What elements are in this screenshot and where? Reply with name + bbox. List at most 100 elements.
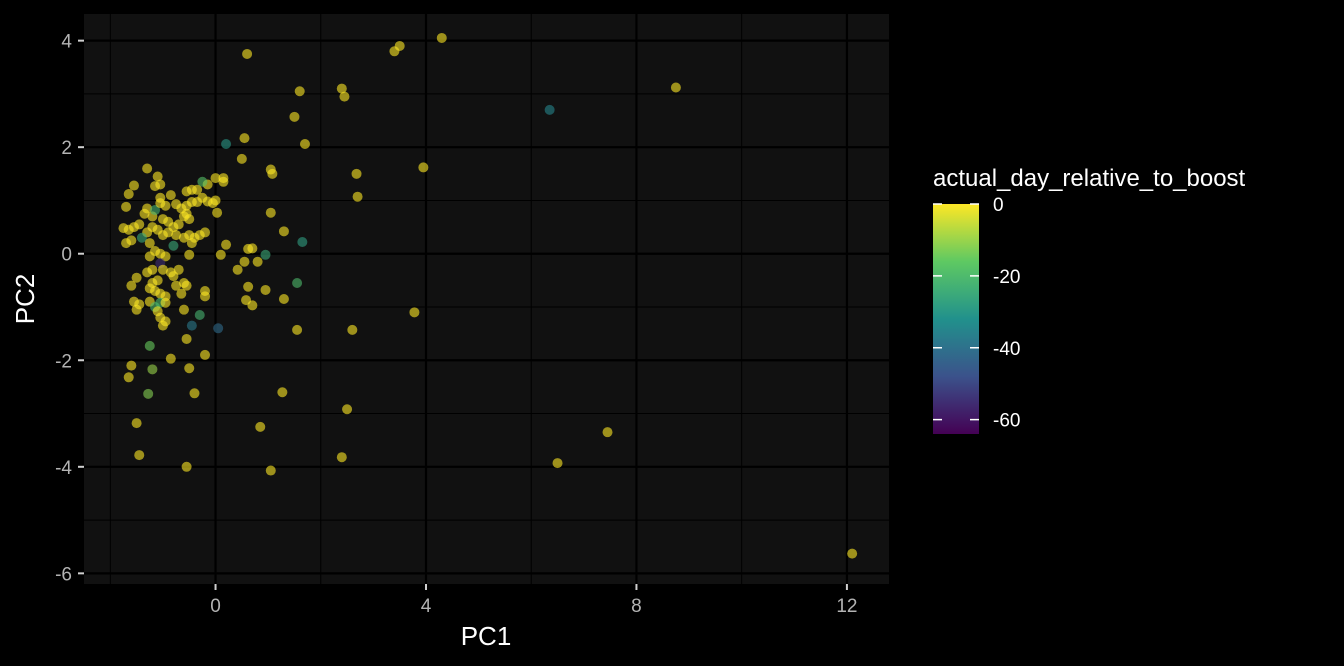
data-point [160,297,171,308]
colorbar-ticks: 0 -20 -40 -60 [933,195,1020,432]
plot-panel [84,14,889,584]
data-point [342,404,353,415]
data-point [147,364,158,375]
data-point [128,180,139,191]
data-point [232,264,243,275]
data-point [160,251,171,262]
axis-ticks [78,39,848,590]
data-point [181,333,192,344]
data-point [847,548,858,559]
data-point [292,324,303,335]
data-point [126,235,137,246]
data-point [165,190,176,201]
data-point [213,323,224,334]
data-point [260,249,271,260]
data-point [184,249,195,260]
data-point [243,243,254,254]
data-point [267,168,278,179]
data-point [139,208,150,219]
data-point [123,189,134,200]
data-point [200,291,211,302]
y-tick-label: -6 [55,564,72,585]
legend: actual_day_relative_to_boost 0 -20 -40 -60 [933,165,1246,434]
data-point [352,191,363,202]
data-point [544,104,555,115]
x-tick-label: 12 [836,596,857,617]
data-point [292,278,303,289]
data-point [136,232,147,243]
data-point [210,173,221,184]
data-point [194,309,205,320]
colorbar-label: 0 [993,195,1004,216]
data-point [144,340,155,351]
data-point [200,349,211,360]
x-tick-label: 0 [210,596,221,617]
data-point [277,387,288,398]
data-point [389,46,400,57]
data-point [171,199,182,210]
data-point [236,153,247,164]
data-point [176,288,187,299]
data-point [178,304,189,315]
data-point [215,249,226,260]
data-point [121,201,132,212]
data-point [297,237,308,247]
data-point [155,198,166,209]
y-axis-title: PC2 [10,274,40,325]
data-point [152,171,163,182]
data-point [409,307,420,318]
data-point [265,465,276,476]
data-point [126,280,137,291]
data-point [186,320,197,331]
data-point [131,304,142,315]
data-point [186,238,197,249]
data-point [163,227,174,238]
axis-tick-labels: 0 4 8 12 4 2 0 -2 -4 -6 [55,32,857,617]
data-point [243,281,254,292]
data-point [131,272,142,283]
data-point [221,239,232,250]
x-tick-label: 4 [421,596,432,617]
colorbar-label: -40 [993,339,1020,360]
data-point [134,450,145,461]
colorbar [933,204,979,434]
data-point [131,418,142,429]
data-point [289,111,300,122]
legend-title: actual_day_relative_to_boost [933,165,1246,192]
colorbar-label: -60 [993,411,1020,432]
colorbar-label: -20 [993,267,1020,288]
data-point [197,176,208,187]
data-point [123,372,134,383]
data-point [218,176,229,187]
data-point [265,207,276,218]
data-point [118,223,129,234]
data-point [339,91,350,102]
data-point [294,86,305,97]
data-point [181,280,192,291]
data-point [418,162,429,173]
data-point [144,251,155,262]
data-point [299,138,310,149]
data-point [242,48,253,59]
data-point [212,207,223,218]
data-point [351,168,362,179]
data-points [118,32,858,559]
x-axis-title: PC1 [461,621,512,651]
data-point [168,271,179,282]
data-point [436,32,447,43]
data-point [252,256,263,267]
data-point [552,458,563,469]
data-point [200,227,211,238]
y-tick-label: 2 [61,138,72,159]
data-point [221,138,232,149]
data-point [184,363,195,374]
data-point [168,240,179,251]
data-point [278,294,289,304]
data-point [602,427,613,438]
data-point [126,360,137,371]
data-point [207,198,218,209]
data-point [181,186,192,197]
data-point [152,275,163,286]
data-point [155,179,166,190]
